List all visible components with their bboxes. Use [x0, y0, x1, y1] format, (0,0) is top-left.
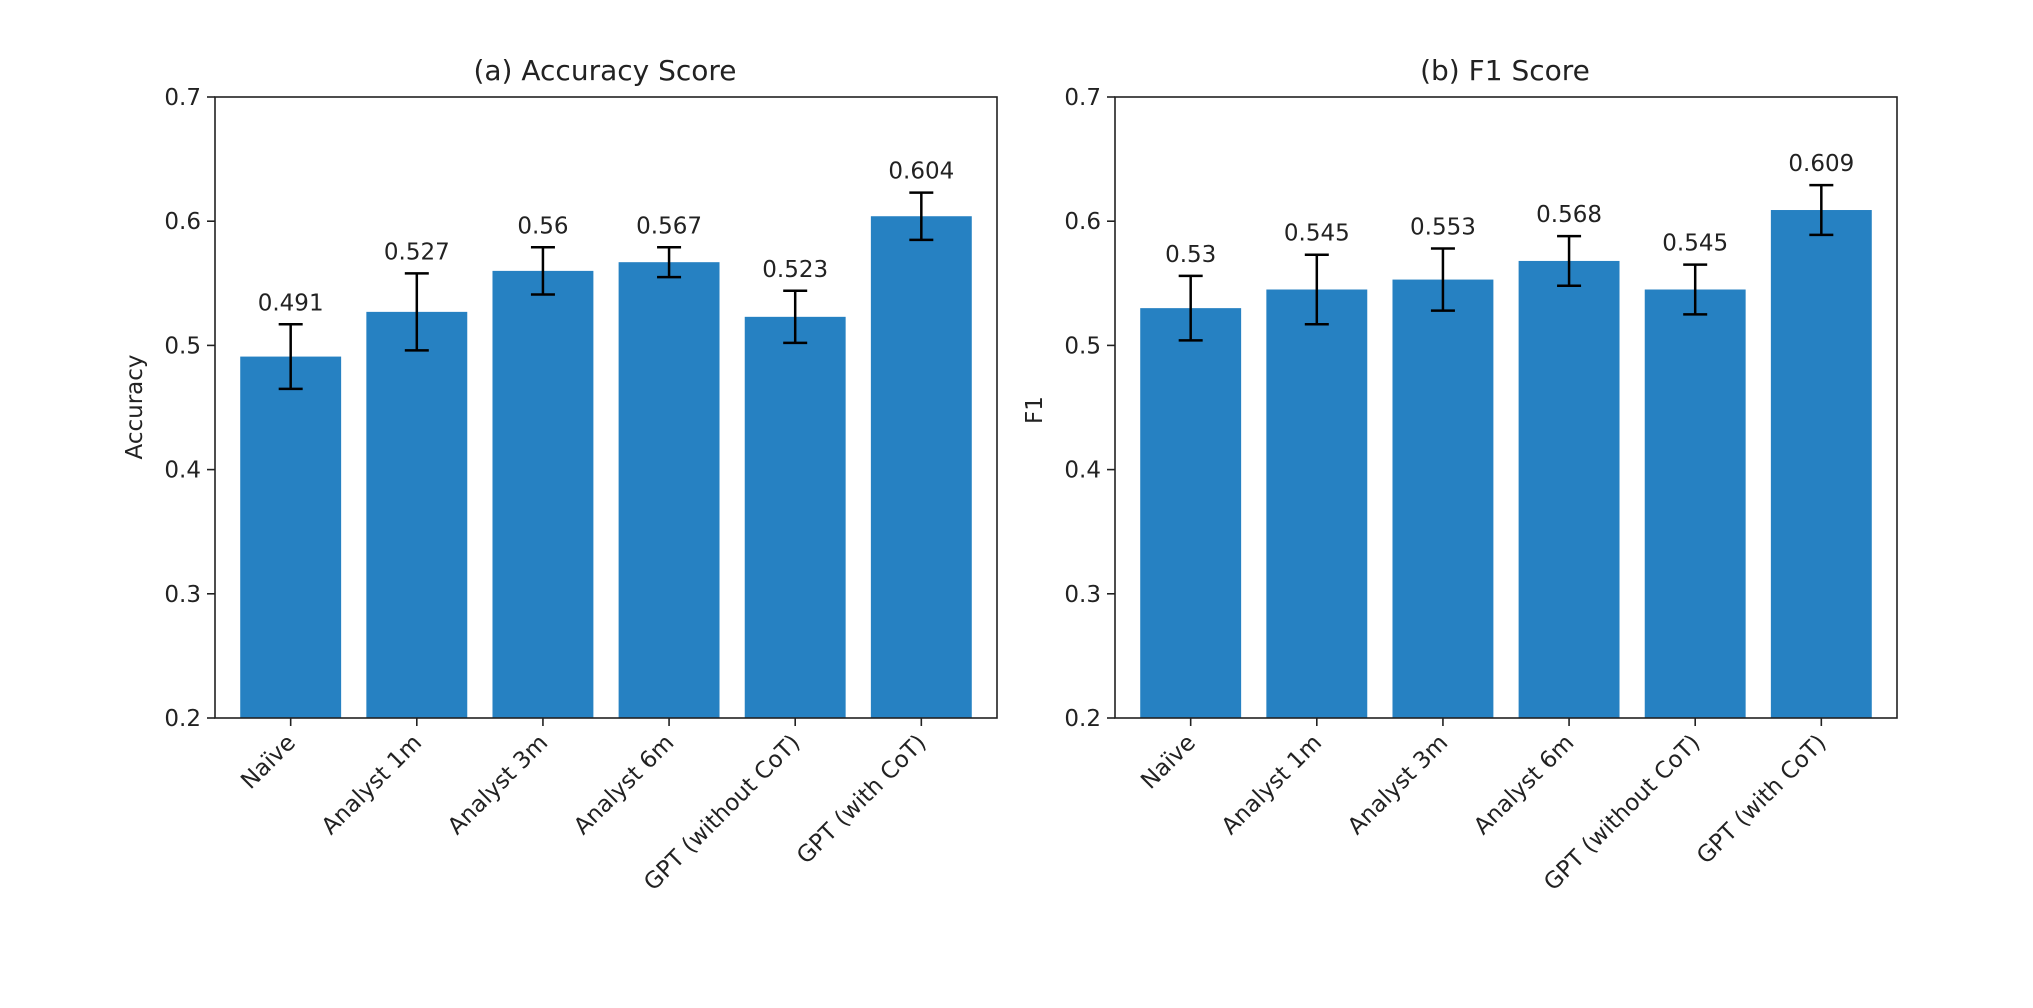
accuracy-y-axis-label: Accuracy — [122, 354, 148, 459]
accuracy-x-tick-label-0: Naïve — [236, 730, 301, 795]
f1-x-tick-label-5: GPT (with CoT) — [1692, 730, 1832, 870]
accuracy-chart-title: (a) Accuracy Score — [473, 54, 736, 87]
f1-chart-title: (b) F1 Score — [1420, 54, 1590, 87]
accuracy-bar-1 — [366, 311, 468, 718]
accuracy-y-tick-label-4: 0.6 — [164, 209, 201, 235]
f1-data-label-1: 0.545 — [1284, 221, 1350, 247]
f1-bar-5 — [1770, 210, 1872, 718]
f1-y-tick-label-1: 0.3 — [1064, 582, 1101, 608]
f1-bar-0 — [1140, 308, 1242, 718]
f1-data-label-0: 0.53 — [1165, 242, 1216, 268]
f1-y-tick-label-5: 0.7 — [1064, 85, 1101, 111]
accuracy-data-label-1: 0.527 — [384, 239, 450, 265]
f1-y-axis-label: F1 — [1022, 396, 1048, 424]
accuracy-data-label-5: 0.604 — [888, 159, 954, 185]
accuracy-bar-2 — [492, 270, 594, 718]
f1-data-label-4: 0.545 — [1662, 231, 1728, 257]
accuracy-x-tick-label-3: Analyst 6m — [569, 730, 679, 840]
f1-y-tick-label-2: 0.4 — [1064, 458, 1101, 484]
accuracy-y-tick-label-0: 0.2 — [164, 706, 201, 732]
f1-data-label-5: 0.609 — [1788, 151, 1854, 177]
accuracy-error-bar-0 — [278, 323, 303, 391]
accuracy-chart-panel: (a) Accuracy Score Accuracy 0.4910.5270.… — [122, 54, 998, 896]
accuracy-data-label-4: 0.523 — [762, 257, 828, 283]
accuracy-error-bar-2 — [530, 246, 555, 296]
f1-y-tick-label-0: 0.2 — [1064, 706, 1101, 732]
f1-y-tick-label-4: 0.6 — [1064, 209, 1101, 235]
accuracy-error-bar-5 — [909, 191, 934, 242]
accuracy-y-tick-label-3: 0.5 — [164, 333, 201, 359]
accuracy-bar-4 — [744, 316, 846, 718]
accuracy-bar-5 — [870, 216, 972, 718]
f1-y-tick-label-3: 0.5 — [1064, 333, 1101, 359]
accuracy-y-tick-label-1: 0.3 — [164, 582, 201, 608]
f1-axes-frame — [1114, 96, 1898, 719]
f1-error-bar-2 — [1430, 247, 1455, 312]
accuracy-x-tick-label-1: Analyst 1m — [317, 730, 427, 840]
accuracy-data-label-0: 0.491 — [258, 290, 324, 316]
f1-x-tick-label-3: Analyst 6m — [1469, 730, 1579, 840]
accuracy-data-label-2: 0.56 — [517, 213, 568, 239]
accuracy-axes-frame — [214, 96, 998, 719]
accuracy-x-tick-label-5: GPT (with CoT) — [792, 730, 932, 870]
f1-chart-panel: (b) F1 Score F1 0.53 0.545 0.553 0.568 0.545… — [1022, 54, 1898, 896]
f1-error-bar-1 — [1304, 253, 1329, 326]
f1-x-tick-label-0: Naïve — [1136, 730, 1201, 795]
f1-x-tick-label-2: Analyst 3m — [1343, 730, 1453, 840]
accuracy-x-tick-label-2: Analyst 3m — [443, 730, 553, 840]
f1-x-tick-label-1: Analyst 1m — [1217, 730, 1327, 840]
accuracy-bar-3 — [618, 262, 720, 718]
f1-chart-marks: 0.53 0.545 0.553 0.568 0.545 0.609 0.2 0.3 0.4 0.… — [1064, 85, 1898, 896]
f1-error-bar-5 — [1809, 183, 1834, 237]
f1-error-bar-4 — [1683, 263, 1708, 316]
accuracy-y-tick-label-2: 0.4 — [164, 458, 201, 484]
accuracy-data-label-3: 0.567 — [636, 213, 702, 239]
accuracy-error-bar-1 — [404, 272, 429, 352]
accuracy-y-tick-label-5: 0.7 — [164, 85, 201, 111]
f1-data-label-3: 0.568 — [1536, 202, 1602, 228]
f1-error-bar-3 — [1557, 234, 1582, 288]
f1-bar-3 — [1518, 260, 1620, 718]
accuracy-error-bar-3 — [657, 246, 682, 279]
f1-bar-4 — [1644, 289, 1746, 718]
accuracy-chart-marks: 0.491 0.527 0.56 0.567 0.523 0.604 0.2 0.3 0.4 0.… — [164, 85, 998, 896]
accuracy-error-bar-4 — [783, 289, 808, 345]
f1-error-bar-0 — [1178, 274, 1203, 342]
f1-data-label-2: 0.553 — [1410, 215, 1476, 241]
accuracy-bar-0 — [240, 356, 342, 718]
f1-bar-2 — [1392, 279, 1494, 718]
f1-bar-1 — [1266, 289, 1368, 718]
